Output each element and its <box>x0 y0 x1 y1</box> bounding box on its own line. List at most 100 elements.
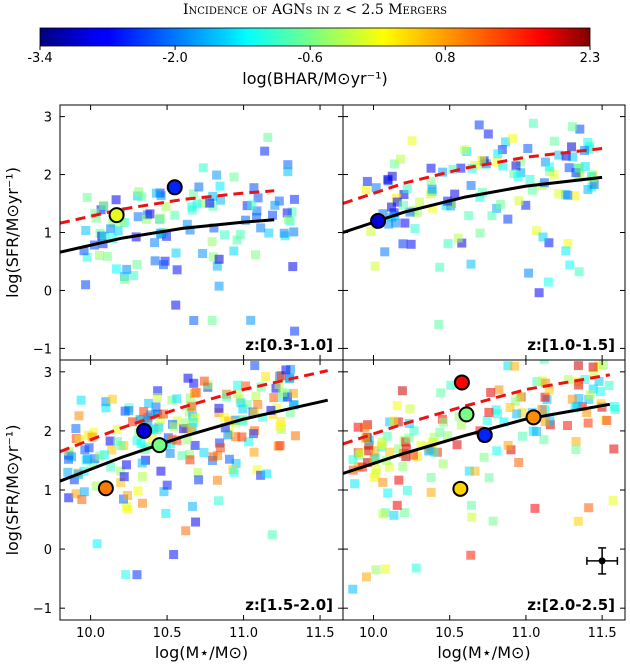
panel-3: z:[1.5-2.0] 10.0 10.5 11.0 11.5 −1 0 1 2 3 log(M⋆/… <box>3 359 344 662</box>
non-merger-point <box>491 405 501 415</box>
non-merger-point <box>169 550 179 560</box>
non-merger-point <box>268 210 278 220</box>
non-merger-point <box>170 210 180 220</box>
non-merger-point <box>505 403 515 413</box>
non-merger-point <box>503 361 513 371</box>
non-merger-point <box>136 438 146 448</box>
non-merger-point <box>189 316 199 326</box>
non-merger-point <box>549 136 559 146</box>
colorbar-tick-label: -2.0 <box>162 51 187 66</box>
non-merger-point <box>521 200 531 210</box>
non-merger-point <box>448 164 458 174</box>
non-merger-point <box>540 392 550 402</box>
non-merger-point <box>573 361 583 371</box>
non-merger-point <box>524 268 534 278</box>
non-merger-point <box>137 192 147 202</box>
non-merger-point <box>208 252 218 262</box>
non-merger-point <box>215 443 225 453</box>
non-merger-point <box>150 256 160 266</box>
non-merger-point <box>399 508 409 518</box>
non-merger-point <box>151 188 161 198</box>
non-merger-point <box>288 262 298 272</box>
non-merger-point <box>162 231 172 241</box>
non-merger-point <box>252 212 262 222</box>
non-merger-point <box>113 226 123 236</box>
non-merger-point <box>496 199 506 209</box>
non-merger-point <box>283 160 293 170</box>
non-merger-point <box>399 190 409 200</box>
non-merger-point <box>193 468 203 478</box>
non-merger-point <box>492 157 502 167</box>
non-merger-point <box>486 387 496 397</box>
non-merger-point <box>124 406 134 416</box>
non-merger-point <box>585 390 595 400</box>
colorbar-tick-label: -0.6 <box>297 51 322 66</box>
non-merger-point <box>285 408 295 418</box>
non-merger-point <box>71 489 81 499</box>
non-merger-point <box>503 440 513 450</box>
x-tick-label: 11.0 <box>229 626 258 641</box>
non-merger-point <box>215 195 225 205</box>
non-merger-point <box>484 473 494 483</box>
y-axis-label: log(SFR/M⊙yr⁻¹) <box>3 167 22 298</box>
non-merger-point <box>571 436 581 446</box>
non-merger-point <box>412 208 422 218</box>
non-merger-point <box>182 219 192 229</box>
non-merger-point <box>408 450 418 460</box>
non-merger-point <box>584 503 594 513</box>
non-merger-point <box>247 200 257 210</box>
non-merger-point <box>278 387 288 397</box>
non-merger-point <box>155 415 165 425</box>
y-tick-label: 2 <box>44 169 52 184</box>
non-merger-point <box>287 207 297 217</box>
x-tick-label: 11.5 <box>306 626 335 641</box>
non-merger-point <box>79 487 89 497</box>
non-merger-point <box>385 447 395 457</box>
non-merger-point <box>348 455 358 465</box>
non-merger-point <box>282 208 292 218</box>
non-merger-point <box>191 517 201 527</box>
merger-point <box>452 480 469 497</box>
non-merger-point <box>539 435 549 445</box>
non-merger-point <box>427 184 437 194</box>
non-merger-point <box>133 486 143 496</box>
non-merger-point <box>532 377 542 387</box>
non-merger-point <box>161 201 171 211</box>
non-merger-point <box>194 475 204 485</box>
non-merger-point <box>466 500 476 510</box>
non-merger-point <box>215 438 225 448</box>
non-merger-point <box>534 288 544 298</box>
non-merger-point <box>570 191 580 201</box>
non-merger-point <box>132 259 142 269</box>
non-merger-point <box>355 448 365 458</box>
non-merger-point <box>181 526 191 536</box>
non-merger-point <box>609 402 619 412</box>
main-sequence-line <box>343 402 611 475</box>
non-merger-point <box>594 376 604 386</box>
non-merger-point <box>571 445 581 455</box>
non-merger-point <box>213 496 223 506</box>
figure-title: Incidence of AGNs in z < 2.5 Mergers <box>183 2 447 18</box>
non-merger-point <box>111 264 121 274</box>
x-axis-label: log(M⋆/M⊙) <box>437 643 530 662</box>
non-merger-point <box>580 375 590 385</box>
non-merger-point <box>586 171 596 181</box>
y-tick-label: −1 <box>33 342 52 357</box>
non-merger-point <box>208 452 218 462</box>
non-merger-point <box>544 162 554 172</box>
non-merger-point <box>111 195 121 205</box>
non-merger-point <box>588 384 598 394</box>
non-merger-point <box>456 420 466 430</box>
non-merger-point <box>253 193 263 203</box>
non-merger-point <box>187 205 197 215</box>
non-merger-point <box>362 458 372 468</box>
non-merger-point <box>187 501 197 511</box>
non-merger-point <box>484 407 494 417</box>
non-merger-point <box>165 448 175 458</box>
non-merger-point <box>152 392 162 402</box>
non-merger-point <box>279 228 289 238</box>
non-merger-point <box>274 379 284 389</box>
non-merger-point <box>63 467 73 477</box>
non-merger-point <box>249 183 259 193</box>
non-merger-point <box>275 421 285 431</box>
